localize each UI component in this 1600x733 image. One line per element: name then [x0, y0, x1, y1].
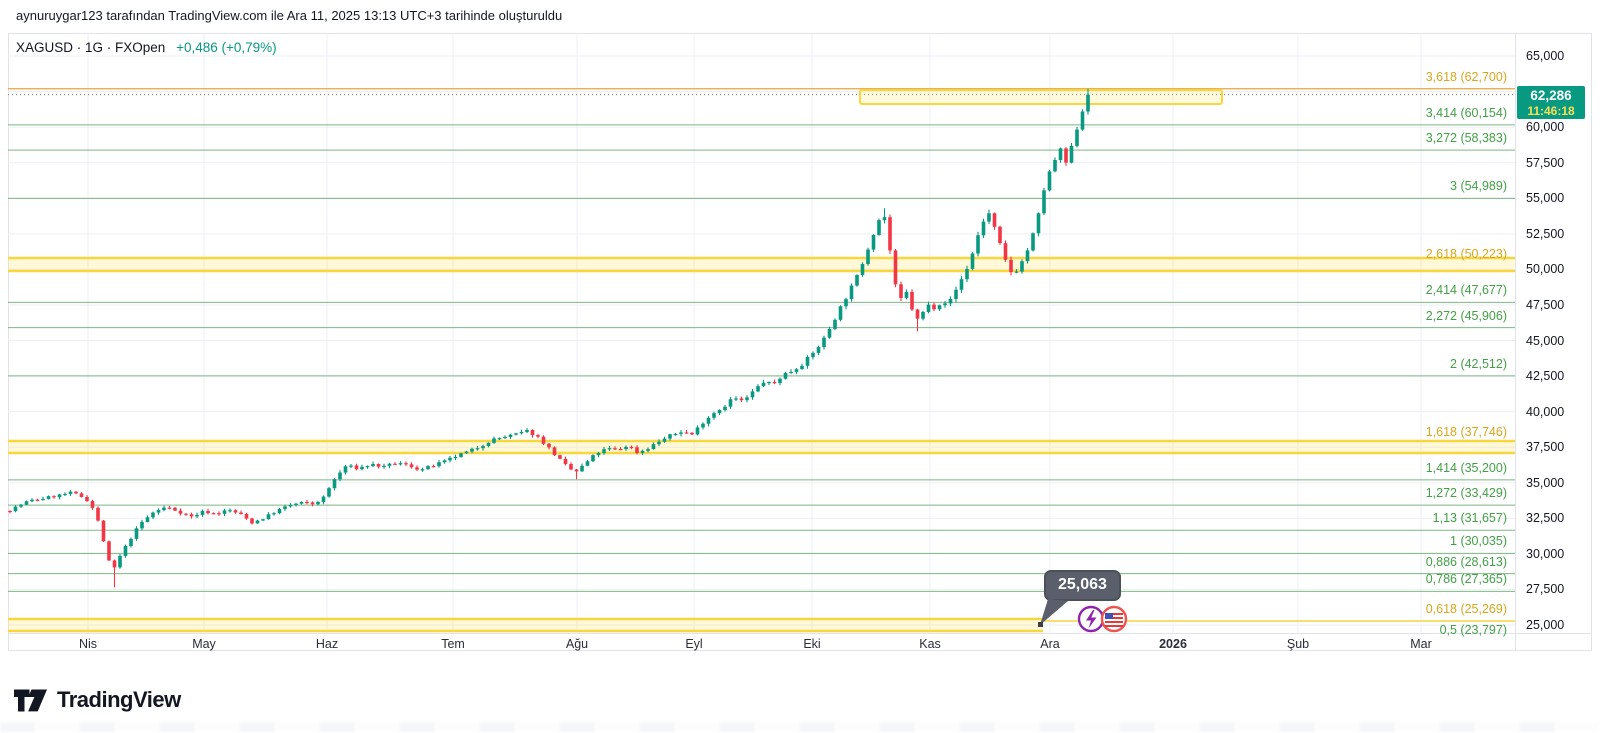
- us-flag-event-icon[interactable]: [1100, 605, 1128, 633]
- time-tick-label: Ara: [1040, 637, 1060, 651]
- fib-label: 0,618 (25,269): [1425, 602, 1507, 617]
- price-tick-label: 60,000: [1526, 120, 1565, 135]
- price-tick-label: 50,000: [1526, 262, 1565, 277]
- price-change: +0,486 (+0,79%): [176, 40, 277, 55]
- fib-label: 1,272 (33,429): [1425, 486, 1507, 501]
- callout-tail-icon: [1038, 599, 1068, 627]
- price-axis-separator: [1515, 33, 1516, 651]
- fib-label: 2,618 (50,223): [1425, 247, 1507, 262]
- fib-label: 3,618 (62,700): [1425, 69, 1507, 84]
- price-tick-label: 57,500: [1526, 155, 1565, 170]
- fib-label: 3,272 (58,383): [1425, 131, 1507, 146]
- chart-panel: [8, 33, 1592, 651]
- price-tick-label: 30,000: [1526, 546, 1565, 561]
- fib-label: 1,414 (35,200): [1425, 460, 1507, 475]
- price-tick-label: 42,500: [1526, 369, 1565, 384]
- price-tick-label: 55,000: [1526, 191, 1565, 206]
- price-tick-label: 25,000: [1526, 618, 1565, 632]
- time-tick-label: Tem: [441, 637, 465, 651]
- fib-label: 3 (54,989): [1450, 179, 1507, 194]
- event-icons: [1077, 604, 1129, 639]
- symbol-title[interactable]: XAGUSD · 1G · FXOpen: [16, 40, 166, 55]
- time-tick-label: May: [192, 637, 216, 651]
- price-tick-label: 27,500: [1526, 582, 1565, 597]
- economic-event-icon[interactable]: [1077, 605, 1105, 633]
- time-tick-label: Nis: [78, 637, 98, 651]
- current-price-badge: 62,286 11:46:18: [1517, 86, 1585, 119]
- fib-label: 2,272 (45,906): [1425, 308, 1507, 323]
- bar-countdown: 11:46:18: [1527, 104, 1575, 119]
- fib-label: 0,5 (23,797): [1439, 623, 1507, 638]
- price-tick-label: 65,000: [1526, 49, 1565, 63]
- price-tick-label: 32,500: [1526, 511, 1565, 526]
- attribution-text: aynuruygar123 tarafından TradingView.com…: [16, 8, 563, 23]
- fib-label: 0,786 (27,365): [1425, 572, 1507, 587]
- tradingview-logo-icon: [14, 689, 47, 711]
- price-callout-value: 25,063: [1044, 570, 1121, 601]
- tradingview-logo-text: TradingView: [57, 687, 181, 712]
- time-tick-label: Haz: [315, 637, 339, 651]
- price-tick-label: 52,500: [1526, 226, 1565, 241]
- fib-label: 0,886 (28,613): [1425, 554, 1507, 569]
- fib-label: 1,13 (31,657): [1432, 511, 1507, 526]
- chart-legend: XAGUSD · 1G · FXOpen +0,486 (+0,79%): [16, 40, 277, 55]
- price-tick-label: 40,000: [1526, 404, 1565, 419]
- time-tick-label: Kas: [919, 637, 941, 651]
- price-callout: 25,063: [1038, 570, 1121, 627]
- tradingview-logo[interactable]: TradingView: [14, 687, 181, 713]
- price-tick-label: 47,500: [1526, 297, 1565, 312]
- time-tick-label: Eyl: [685, 637, 703, 651]
- fib-label: 1,618 (37,746): [1425, 424, 1507, 439]
- time-tick-label: Ağu: [565, 637, 589, 651]
- fib-label: 1 (30,035): [1450, 534, 1507, 549]
- time-axis-separator: [8, 633, 1592, 634]
- fib-label: 2 (42,512): [1450, 356, 1507, 371]
- blurred-footer-strip: [0, 722, 1600, 732]
- price-tick-label: 35,000: [1526, 475, 1565, 490]
- time-tick-label: Eki: [803, 637, 821, 651]
- time-tick-label: 2026: [1159, 637, 1187, 651]
- time-tick-label: Şub: [1286, 637, 1310, 651]
- current-price-value: 62,286: [1530, 88, 1572, 103]
- price-tick-label: 45,000: [1526, 333, 1565, 348]
- fib-label: 2,414 (47,677): [1425, 283, 1507, 298]
- price-tick-label: 37,500: [1526, 440, 1565, 455]
- fib-label: 3,414 (60,154): [1425, 105, 1507, 120]
- time-tick-label: Mar: [1410, 637, 1432, 651]
